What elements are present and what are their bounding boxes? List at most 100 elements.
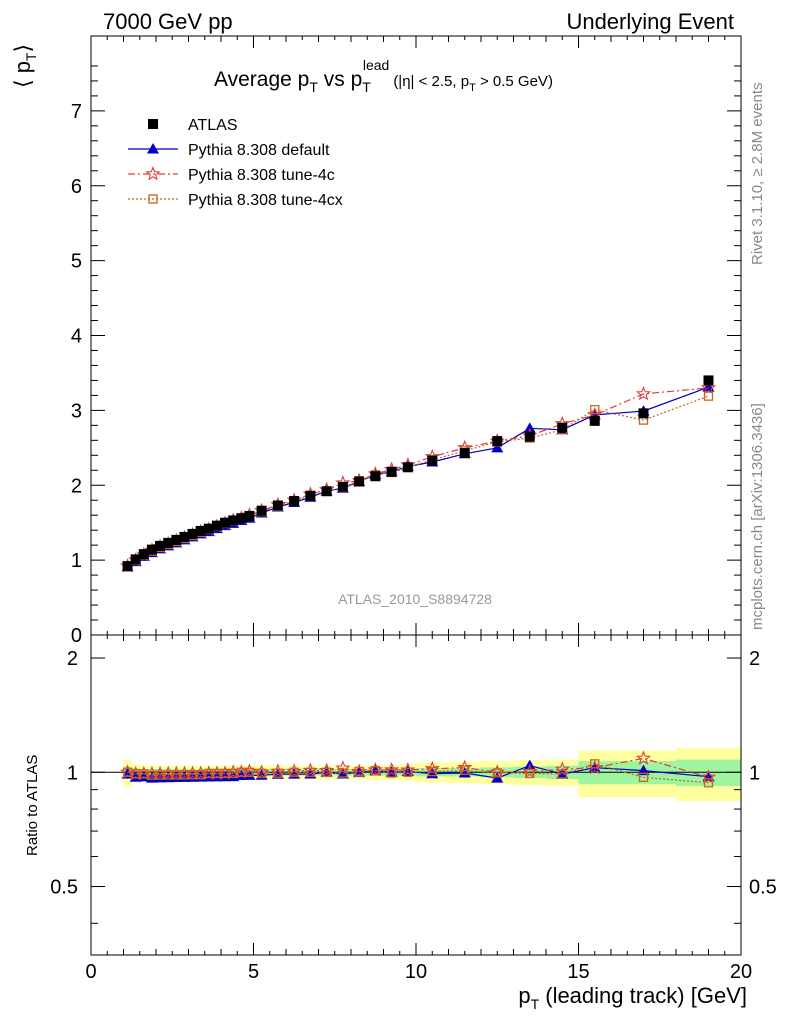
y-bottom-tick-label-right: 0.5	[749, 877, 777, 899]
ratio-point-tune-4c	[302, 762, 319, 777]
title-vs-sup: lead	[363, 57, 389, 73]
point-atlas	[203, 523, 214, 534]
ratio-point-tune-4cx	[638, 772, 649, 783]
ratio-point-tune-4cx	[244, 767, 255, 777]
y-top-tick-label: 7	[71, 101, 82, 123]
ratio-point-default	[154, 771, 167, 783]
point-atlas	[187, 528, 198, 539]
title-main: Average p	[214, 68, 309, 91]
header-left: 7000 GeV pp	[103, 9, 233, 34]
point-atlas	[354, 476, 365, 487]
point-atlas	[211, 520, 222, 531]
ratio-point-tune-4cx	[492, 768, 502, 778]
point-atlas	[427, 455, 438, 466]
ratio-point-tune-4c	[457, 759, 473, 775]
legend-label-tune-4c: Pythia 8.308 tune-4c	[188, 167, 335, 184]
point-tune-4c	[635, 385, 652, 401]
point-atlas	[256, 505, 267, 516]
title-cuts-sub: T	[469, 82, 476, 94]
point-atlas	[195, 525, 206, 536]
ratio-point-tune-4c	[270, 763, 286, 778]
point-atlas	[289, 495, 300, 506]
x-tick-label: 0	[85, 961, 96, 983]
axes-layer: 0 5 10 15 20 0 1 2 3 4 5 6 7 0.5 0.5 1 1 2 2	[50, 35, 777, 983]
point-atlas	[305, 490, 316, 501]
title-main-sub: T	[309, 79, 318, 95]
point-atlas	[146, 544, 157, 555]
header-right: Underlying Event	[566, 9, 734, 34]
xlabel-sub: T	[531, 996, 540, 1012]
point-atlas	[386, 466, 397, 477]
ratio-point-tune-4cx	[403, 767, 413, 777]
ylabel-top-sub: T	[23, 52, 39, 61]
y-bottom-tick-label: 1	[67, 762, 78, 784]
y-top-tick-label: 2	[71, 475, 82, 497]
ratio-point-tune-4c	[635, 750, 652, 765]
legend: ATLAS Pythia 8.308 default Pythia 8.308 tu…	[128, 117, 343, 209]
y-bottom-tick-label: 2	[67, 648, 78, 670]
ratio-point-tune-4cx	[305, 767, 316, 777]
point-atlas	[272, 500, 283, 511]
ratio-point-tune-4cx	[386, 768, 397, 778]
ratio-point-tune-4cx	[703, 778, 714, 788]
series-layer	[119, 375, 717, 788]
point-default	[491, 441, 504, 453]
point-atlas	[179, 531, 190, 542]
x-axis-label: pT (leading track) [GeV]	[518, 983, 747, 1012]
ratio-point-tune-4cx	[354, 766, 364, 777]
y-top-tick-label: 6	[71, 176, 82, 198]
x-tick-label: 15	[567, 961, 589, 983]
ratio-point-default	[145, 772, 158, 783]
ratio-point-default	[637, 764, 650, 776]
point-atlas	[524, 431, 535, 442]
ratio-point-tune-4cx	[321, 767, 332, 777]
ratio-point-tune-4cx	[289, 767, 299, 777]
ratio-point-tune-4c	[700, 769, 717, 784]
point-atlas	[703, 375, 714, 386]
ratio-point-tune-4c	[253, 764, 270, 779]
ratio-point-default	[556, 768, 569, 779]
ratio-point-tune-4c	[318, 762, 335, 778]
legend-label-atlas: ATLAS	[188, 117, 238, 134]
point-atlas	[171, 534, 182, 545]
ratio-point-tune-4c	[335, 760, 351, 775]
ratio-point-tune-4cx	[338, 768, 348, 778]
x-tick-label: 5	[248, 961, 259, 983]
x-tick-label: 20	[730, 961, 752, 983]
point-atlas	[163, 537, 174, 548]
rivet-label: Rivet 3.1.10, ≥ 2.8M events	[749, 83, 766, 266]
y-axis-top-label: ⟨ pT⟩	[10, 44, 39, 88]
series-line-tune-4cx	[127, 395, 709, 567]
ratio-point-tune-4cx	[256, 768, 267, 778]
ratio-point-tune-4c	[286, 763, 302, 778]
x-tick-label: 10	[405, 961, 427, 983]
point-atlas	[244, 510, 255, 521]
ratio-point-tune-4c	[489, 764, 505, 779]
point-atlas	[138, 549, 149, 560]
ratio-point-tune-4cx	[273, 768, 283, 778]
title-cuts-b: > 0.5 GeV)	[476, 73, 553, 90]
title-vs-sub: T	[362, 79, 371, 95]
point-atlas	[589, 415, 600, 426]
ratio-point-tune-4cx	[370, 766, 381, 776]
ratio-point-tune-4cx	[427, 766, 437, 777]
y-top-tick-label: 4	[71, 326, 82, 348]
y-top-tick-label: 0	[71, 625, 82, 647]
point-tune-4cx	[590, 404, 600, 415]
y-top-tick-label: 3	[71, 400, 82, 422]
point-atlas	[155, 540, 166, 551]
legend-label-default: Pythia 8.308 default	[188, 142, 330, 159]
ratio-point-tune-4cx	[525, 768, 535, 779]
point-atlas	[321, 486, 332, 497]
plot-title: Average pT vs pTlead(|η| < 2.5, pT > 0.5…	[214, 57, 553, 95]
ylabel-top-close: ⟩	[10, 44, 35, 53]
point-atlas	[402, 462, 413, 473]
legend-marker-default	[147, 143, 159, 154]
legend-marker-tune-4c	[145, 165, 161, 181]
title-cuts-a: (|η| < 2.5, p	[393, 73, 469, 90]
point-atlas	[459, 448, 470, 459]
point-atlas	[370, 471, 381, 482]
ratio-point-tune-4c	[367, 761, 384, 777]
title-vs: vs p	[318, 68, 362, 91]
